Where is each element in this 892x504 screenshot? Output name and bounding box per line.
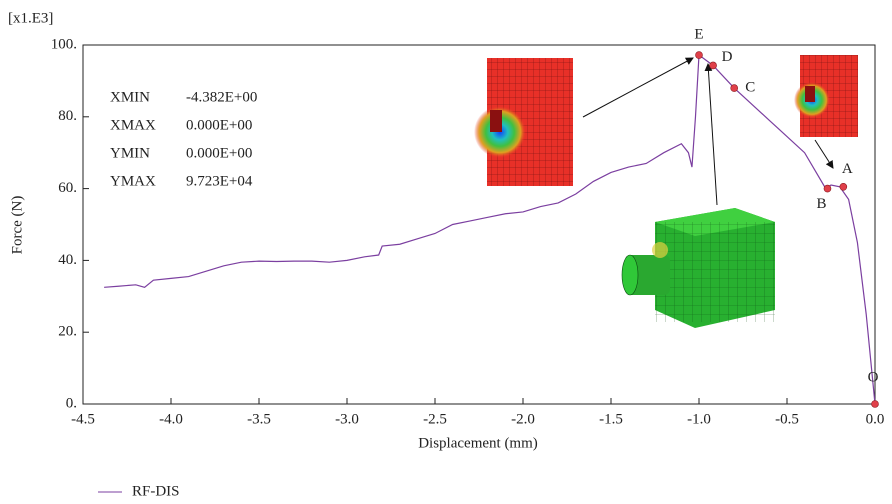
stat-value: 0.000E+00 (186, 145, 252, 161)
point (824, 185, 831, 192)
arrow (815, 140, 833, 168)
x-tick-label: -2.0 (511, 411, 535, 427)
x-tick-label: -3.0 (335, 411, 359, 427)
legend-label: RF-DIS (132, 483, 180, 499)
y-axis-label: Force (N) (9, 196, 25, 255)
x-tick-label: -0.5 (775, 411, 799, 427)
stat-name: XMAX (110, 117, 156, 133)
point (731, 85, 738, 92)
stat-name: XMIN (110, 89, 150, 105)
arrow (583, 58, 693, 117)
stat-name: YMIN (110, 145, 150, 161)
inset-green (622, 208, 775, 328)
stat-name: YMAX (110, 173, 156, 189)
y-tick-label: 20. (58, 324, 77, 340)
point (872, 401, 879, 408)
x-tick-label: 0.0 (866, 411, 885, 427)
inset-red-left (474, 58, 573, 186)
x-tick-label: -1.5 (599, 411, 623, 427)
point (710, 62, 717, 69)
x-tick-label: -4.0 (159, 411, 183, 427)
stat-value: 9.723E+04 (186, 173, 253, 189)
x-axis-label: Displacement (mm) (418, 435, 538, 451)
chart: [x1.E3] Displacement (mm) Force (N) XMIN… (0, 0, 892, 504)
arrow (708, 64, 717, 205)
y-tick-label: 60. (58, 180, 77, 196)
x-tick-label: -3.5 (247, 411, 271, 427)
x-tick-label: -1.0 (687, 411, 711, 427)
unit-label: [x1.E3] (8, 10, 53, 26)
y-tick-label: 100. (51, 36, 77, 52)
y-tick-label: 0. (66, 395, 77, 411)
y-tick-label: 80. (58, 108, 77, 124)
point-label: O (868, 369, 879, 385)
y-tick-label: 40. (58, 252, 77, 268)
stat-value: -4.382E+00 (186, 89, 257, 105)
point-label: E (694, 26, 703, 42)
point-label: B (816, 196, 826, 212)
stats-box: XMIN -4.382E+00 XMAX 0.000E+00 YMIN 0.000E+00… (110, 89, 257, 189)
x-tick-label: -4.5 (71, 411, 95, 427)
inset-red-right (794, 55, 858, 137)
x-tick-label: -2.5 (423, 411, 447, 427)
point (840, 183, 847, 190)
point-label: C (745, 80, 755, 96)
point (696, 52, 703, 59)
stat-value: 0.000E+00 (186, 117, 252, 133)
point-label: A (842, 161, 853, 177)
point-label: D (722, 49, 733, 65)
